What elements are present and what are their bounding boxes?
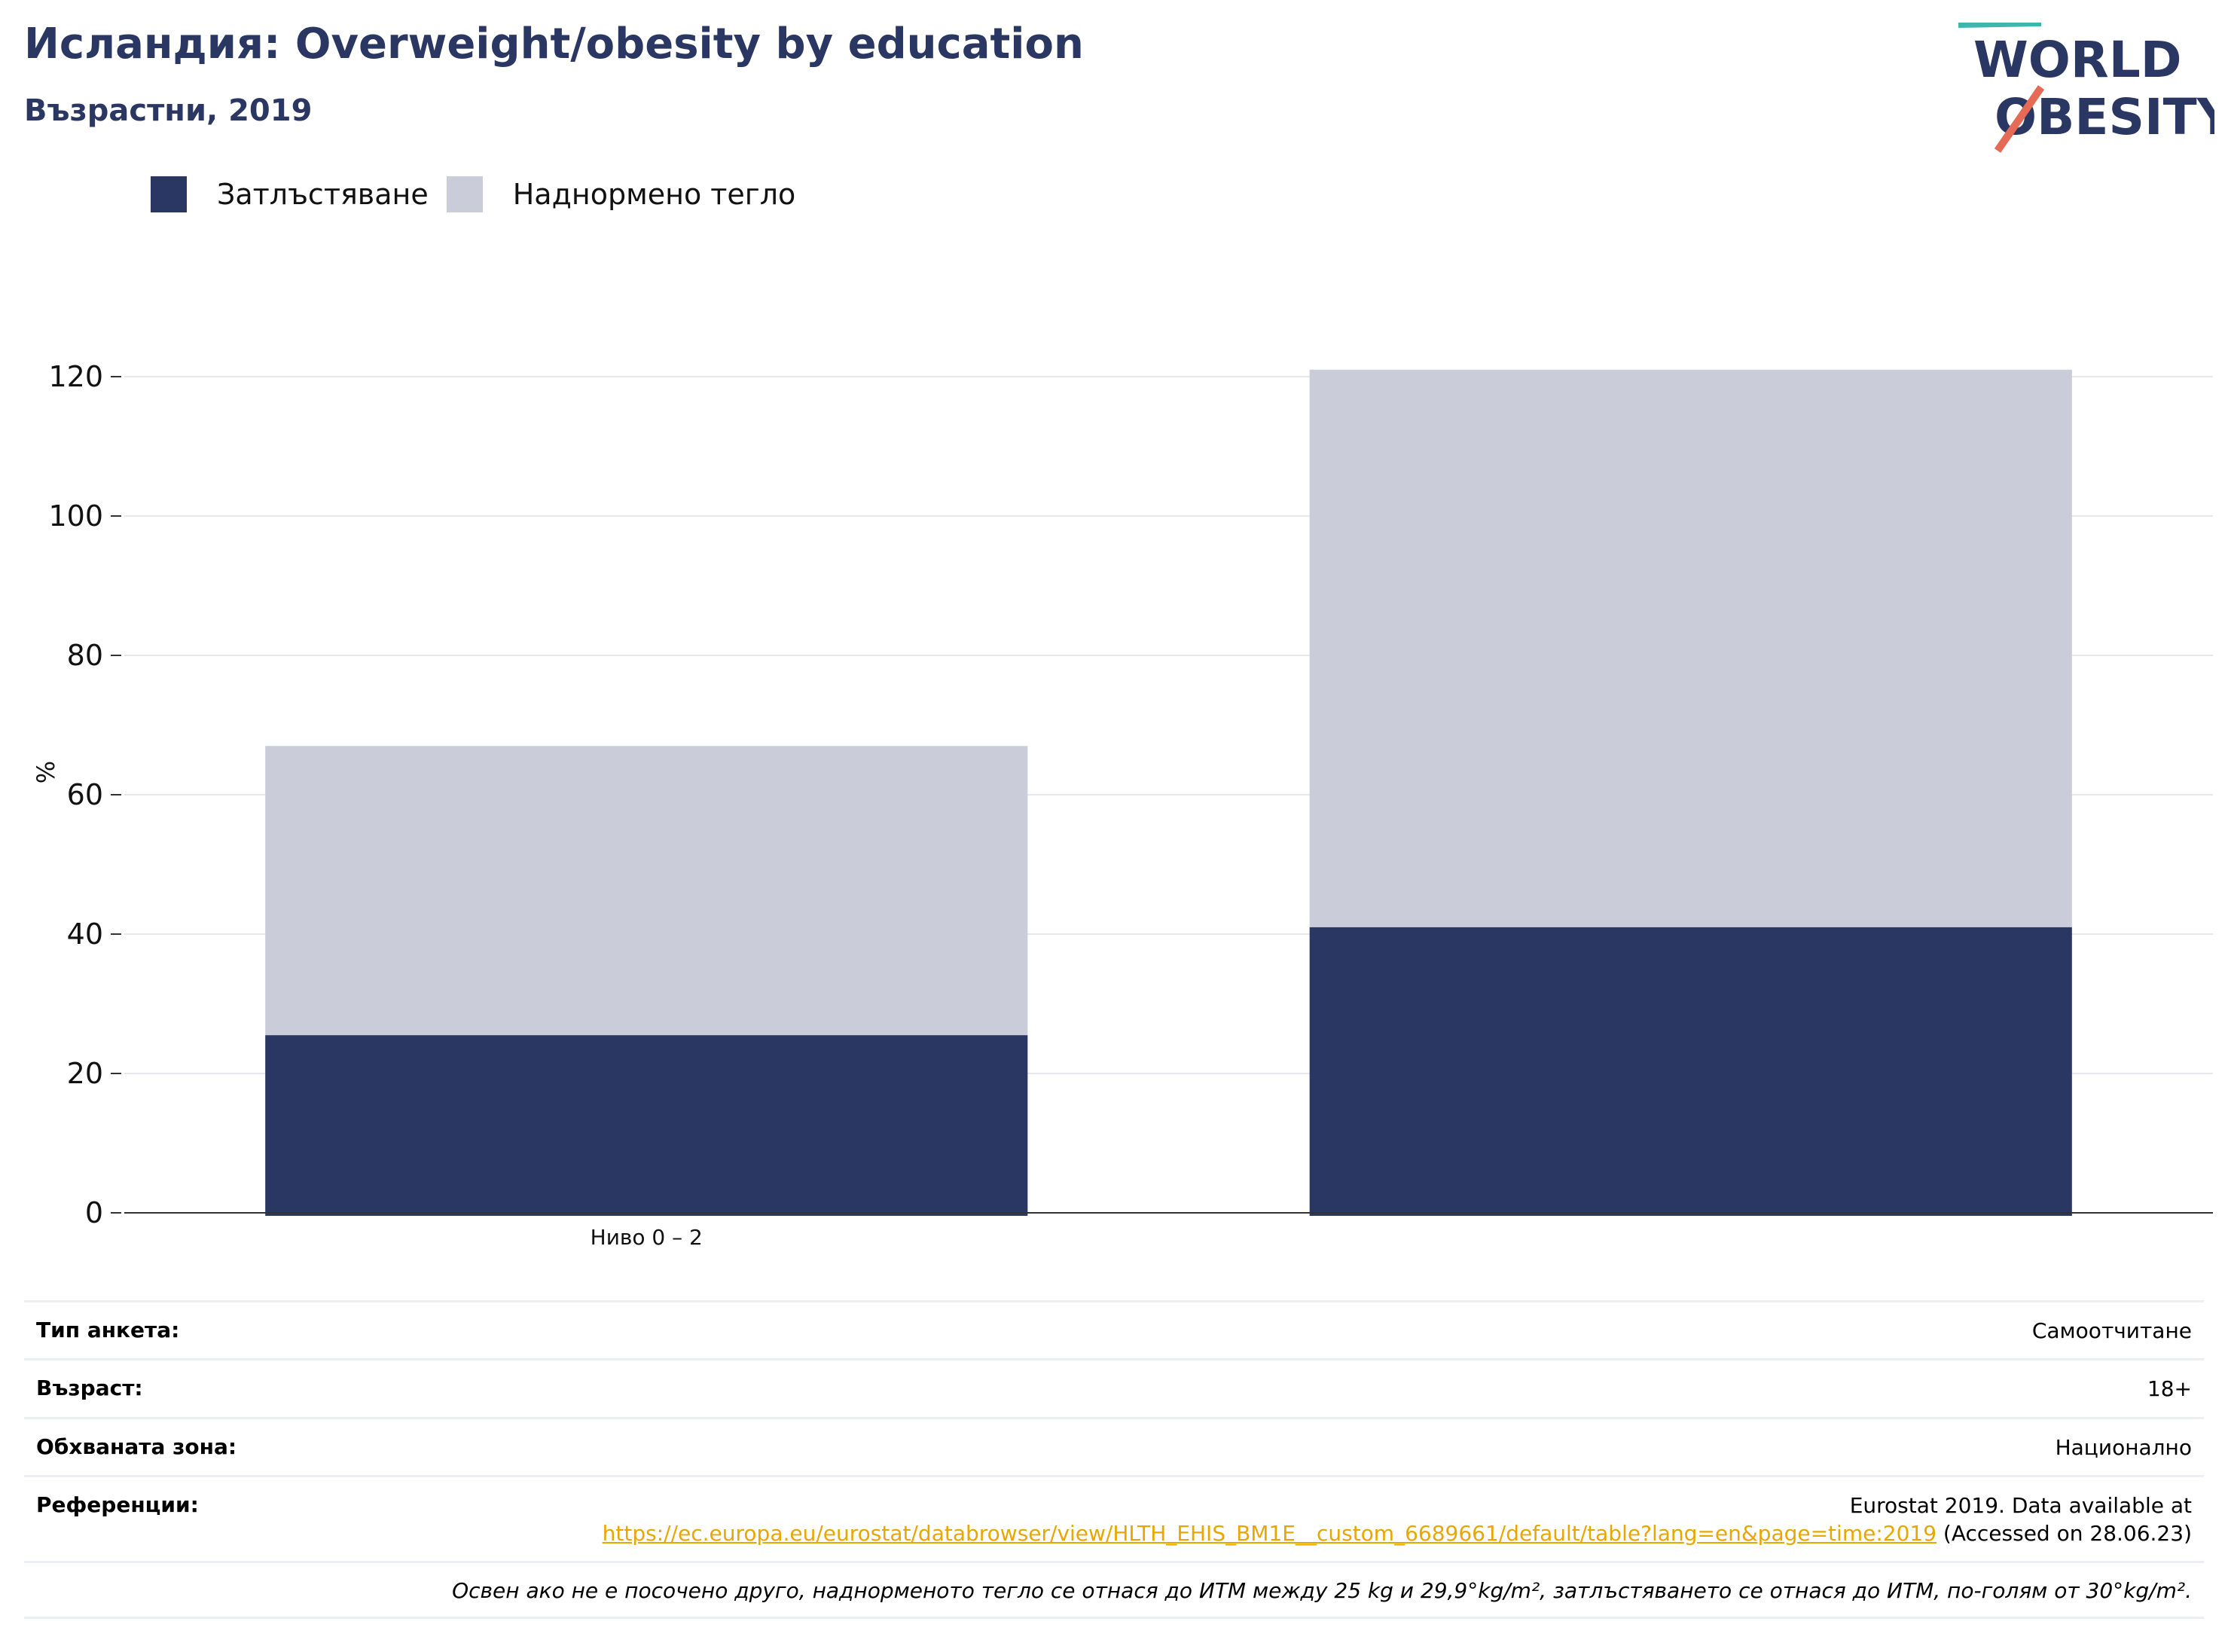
reference-text: Eurostat 2019. Data available at bbox=[1849, 1493, 2192, 1519]
references-value: Eurostat 2019. Data available at https:/… bbox=[603, 1492, 2192, 1547]
area-label: Обхваната зона: bbox=[36, 1434, 237, 1459]
area-value: Национално bbox=[2055, 1434, 2192, 1460]
y-tick-label: 0 bbox=[85, 1196, 103, 1229]
y-tick-label: 100 bbox=[48, 499, 103, 533]
x-axis-ticks: Ниво 0 – 2 bbox=[124, 1212, 2213, 1250]
x-tick-label: Ниво 0 – 2 bbox=[591, 1225, 703, 1250]
bar-overweight-0 bbox=[265, 746, 1028, 1036]
y-axis-ticks: 0 20 40 60 80 100 120 bbox=[48, 360, 121, 1229]
info-table: Тип анкета: Самоотчитане Възраст: 18+ Об… bbox=[24, 1300, 2204, 1619]
info-row-references: Референции: Eurostat 2019. Data availabl… bbox=[24, 1475, 2204, 1561]
logo-coral-slash bbox=[1994, 85, 2045, 153]
survey-type-value: Самоотчитане bbox=[2031, 1318, 2192, 1343]
bars bbox=[265, 369, 2072, 1216]
age-label: Възраст: bbox=[36, 1376, 143, 1401]
chart-subtitle: Възрастни, 2019 bbox=[24, 93, 313, 128]
bar-obesity-1 bbox=[1309, 927, 2072, 1216]
info-row-area: Обхваната зона: Национално bbox=[24, 1416, 2204, 1475]
bar-overweight-1 bbox=[1309, 369, 2072, 927]
y-tick-label: 60 bbox=[67, 778, 103, 811]
logo-line-world: WORLD bbox=[1973, 31, 2182, 89]
y-tick-label: 20 bbox=[67, 1057, 103, 1090]
y-tick-label: 80 bbox=[67, 639, 103, 672]
bar-obesity-0 bbox=[265, 1035, 1028, 1216]
logo-teal-slash bbox=[1958, 23, 2042, 28]
reference-link[interactable]: https://ec.europa.eu/eurostat/databrowse… bbox=[602, 1520, 1937, 1546]
info-row-age: Възраст: 18+ bbox=[24, 1358, 2204, 1416]
definition-note: Освен ако не е посочено друго, наднормен… bbox=[452, 1577, 2192, 1603]
bar-chart: 0 20 40 60 80 100 120 Ниво 0 – 2 % bbox=[32, 360, 2213, 1250]
chart-title: Исландия: Overweight/obesity by educatio… bbox=[24, 20, 1084, 69]
legend-swatch-overweight bbox=[446, 176, 483, 212]
y-axis-label: % bbox=[32, 761, 60, 783]
references-label: Референции: bbox=[36, 1492, 199, 1518]
info-row-note: Освен ако не е посочено друго, наднормен… bbox=[24, 1560, 2204, 1619]
survey-type-label: Тип анкета: bbox=[36, 1318, 180, 1342]
legend-item-obesity: Затлъстяване bbox=[151, 176, 429, 212]
legend-label-obesity: Затлъстяване bbox=[217, 178, 429, 211]
reference-accessed: (Accessed on 28.06.23) bbox=[1943, 1520, 2192, 1546]
y-tick-label: 40 bbox=[67, 918, 103, 951]
y-tick-label: 120 bbox=[48, 360, 103, 393]
age-value: 18+ bbox=[2147, 1376, 2192, 1402]
legend-label-overweight: Наднормено тегло bbox=[512, 178, 796, 211]
legend: Затлъстяване Наднормено тегло bbox=[151, 175, 813, 214]
legend-item-overweight: Наднормено тегло bbox=[446, 176, 796, 212]
world-obesity-logo: WORLD OBESITY bbox=[1958, 23, 2214, 153]
info-row-survey: Тип анкета: Самоотчитане bbox=[24, 1300, 2204, 1358]
legend-swatch-obesity bbox=[151, 176, 187, 212]
